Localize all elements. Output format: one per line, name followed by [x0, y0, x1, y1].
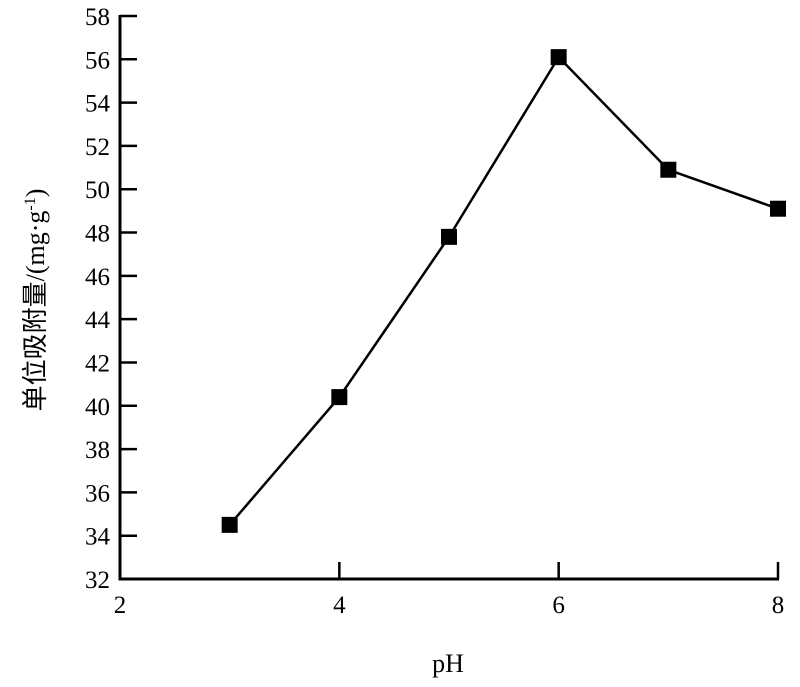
y-axis-label: 单位吸附量/(mg·g-1)	[21, 189, 50, 412]
data-point-marker	[660, 161, 677, 178]
y-tick-label: 56	[85, 47, 110, 74]
data-point-marker	[550, 49, 567, 66]
series-line	[228, 55, 779, 526]
data-point-marker	[331, 389, 348, 406]
series	[221, 49, 786, 533]
y-tick-label: 52	[85, 134, 110, 161]
y-axis-label-sup: -1	[22, 197, 39, 210]
x-tick-label: 2	[114, 592, 127, 619]
x-tick-label: 8	[772, 592, 785, 619]
y-tick-label: 58	[85, 4, 110, 31]
data-point-marker	[441, 228, 457, 245]
y-tick-label: 38	[85, 437, 110, 464]
y-tick-label: 40	[85, 394, 110, 421]
y-tick-label: 54	[85, 91, 111, 118]
x-tick-label: 4	[333, 592, 346, 619]
data-point-marker	[770, 200, 786, 217]
y-tick-label: 50	[85, 177, 110, 204]
y-tick-label: 48	[85, 221, 110, 248]
y-tick-label: 42	[85, 350, 110, 377]
y-axis-label-main: 单位吸附量/(mg·g	[21, 211, 50, 412]
y-tick-label: 36	[85, 480, 110, 507]
data-point-marker	[221, 516, 238, 533]
x-axis-label: pH	[432, 649, 464, 678]
y-tick-label: 44	[85, 307, 111, 334]
y-tick-label: 32	[85, 567, 110, 594]
y-tick-label: 46	[85, 264, 110, 291]
y-axis-label-end: )	[21, 189, 50, 198]
x-tick-label: 6	[552, 592, 565, 619]
y-tick-label: 34	[85, 524, 111, 551]
axes	[118, 15, 779, 581]
